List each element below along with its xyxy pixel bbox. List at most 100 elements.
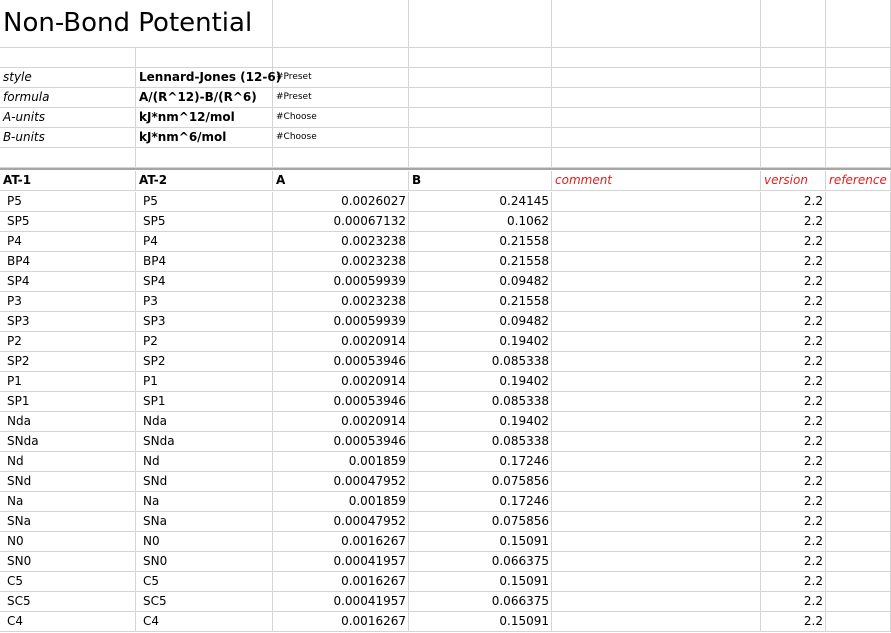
table-cell[interactable]: 0.21558	[409, 252, 552, 272]
cell[interactable]	[0, 48, 136, 68]
cell[interactable]	[552, 88, 761, 108]
table-cell[interactable]: 2.2	[761, 412, 826, 432]
table-cell[interactable]: 0.0020914	[273, 412, 409, 432]
table-cell[interactable]	[552, 312, 761, 332]
table-cell[interactable]: P3	[136, 292, 273, 312]
table-cell[interactable]	[826, 512, 891, 532]
meta-label[interactable]: formula	[0, 88, 136, 108]
table-cell[interactable]: SNd	[136, 472, 273, 492]
table-cell[interactable]: 2.2	[761, 292, 826, 312]
cell[interactable]	[273, 0, 409, 48]
table-cell[interactable]: 0.15091	[409, 612, 552, 632]
cell[interactable]	[409, 48, 552, 68]
table-cell[interactable]	[826, 612, 891, 632]
table-cell[interactable]: 0.00059939	[273, 312, 409, 332]
cell[interactable]	[826, 148, 891, 168]
table-cell[interactable]: BP4	[0, 252, 136, 272]
table-cell[interactable]	[552, 372, 761, 392]
table-cell[interactable]: SP5	[0, 212, 136, 232]
cell[interactable]	[826, 48, 891, 68]
table-cell[interactable]: SP3	[0, 312, 136, 332]
table-cell[interactable]: P5	[0, 192, 136, 212]
table-cell[interactable]	[826, 212, 891, 232]
table-cell[interactable]: 2.2	[761, 592, 826, 612]
table-cell[interactable]	[552, 572, 761, 592]
cell[interactable]	[761, 88, 826, 108]
meta-note[interactable]: #Choose	[273, 128, 409, 148]
table-cell[interactable]: 0.00067132	[273, 212, 409, 232]
table-cell[interactable]: SC5	[0, 592, 136, 612]
table-cell[interactable]	[826, 192, 891, 212]
table-cell[interactable]: 0.15091	[409, 532, 552, 552]
table-cell[interactable]: SNa	[136, 512, 273, 532]
table-cell[interactable]: 0.00047952	[273, 472, 409, 492]
cell[interactable]	[826, 0, 891, 48]
table-cell[interactable]: 0.19402	[409, 372, 552, 392]
table-cell[interactable]: 2.2	[761, 472, 826, 492]
table-cell[interactable]: 2.2	[761, 312, 826, 332]
table-cell[interactable]: SP5	[136, 212, 273, 232]
table-cell[interactable]: 2.2	[761, 392, 826, 412]
table-cell[interactable]: 0.09482	[409, 272, 552, 292]
meta-value[interactable]: A/(R^12)-B/(R^6)	[136, 88, 273, 108]
table-cell[interactable]	[552, 192, 761, 212]
column-header[interactable]: AT-1	[0, 171, 136, 191]
table-cell[interactable]: Nda	[0, 412, 136, 432]
table-cell[interactable]: 2.2	[761, 232, 826, 252]
table-cell[interactable]: 0.0016267	[273, 572, 409, 592]
cell[interactable]	[273, 48, 409, 68]
cell[interactable]	[761, 0, 826, 48]
table-cell[interactable]: 0.001859	[273, 452, 409, 472]
table-cell[interactable]: 0.00059939	[273, 272, 409, 292]
cell[interactable]	[409, 88, 552, 108]
table-cell[interactable]: SP3	[136, 312, 273, 332]
table-cell[interactable]	[552, 492, 761, 512]
table-cell[interactable]: SN0	[0, 552, 136, 572]
table-cell[interactable]: 2.2	[761, 192, 826, 212]
meta-label[interactable]: B-units	[0, 128, 136, 148]
table-cell[interactable]: P1	[136, 372, 273, 392]
table-cell[interactable]	[552, 532, 761, 552]
table-cell[interactable]: SNda	[0, 432, 136, 452]
table-cell[interactable]: 0.1062	[409, 212, 552, 232]
meta-value[interactable]: kJ*nm^6/mol	[136, 128, 273, 148]
table-cell[interactable]: 2.2	[761, 212, 826, 232]
table-cell[interactable]: 2.2	[761, 512, 826, 532]
table-cell[interactable]: Na	[136, 492, 273, 512]
table-cell[interactable]	[826, 472, 891, 492]
table-cell[interactable]: SNd	[0, 472, 136, 492]
meta-value[interactable]: kJ*nm^12/mol	[136, 108, 273, 128]
table-cell[interactable]: SN0	[136, 552, 273, 572]
meta-label[interactable]: A-units	[0, 108, 136, 128]
table-cell[interactable]: 0.19402	[409, 412, 552, 432]
table-cell[interactable]: 2.2	[761, 432, 826, 452]
table-cell[interactable]: 0.085338	[409, 352, 552, 372]
table-cell[interactable]: 0.0020914	[273, 332, 409, 352]
cell[interactable]	[761, 128, 826, 148]
table-cell[interactable]: 0.0023238	[273, 252, 409, 272]
table-cell[interactable]	[552, 332, 761, 352]
cell[interactable]	[273, 148, 409, 168]
cell[interactable]	[552, 148, 761, 168]
table-cell[interactable]	[552, 452, 761, 472]
table-cell[interactable]: 0.00041957	[273, 552, 409, 572]
cell[interactable]	[552, 128, 761, 148]
table-cell[interactable]	[552, 472, 761, 492]
table-cell[interactable]: P2	[0, 332, 136, 352]
cell[interactable]	[409, 0, 552, 48]
table-cell[interactable]	[826, 232, 891, 252]
cell[interactable]	[826, 128, 891, 148]
table-cell[interactable]: 0.00053946	[273, 392, 409, 412]
table-cell[interactable]	[552, 252, 761, 272]
table-cell[interactable]	[826, 532, 891, 552]
table-cell[interactable]: 0.15091	[409, 572, 552, 592]
table-cell[interactable]: Nd	[136, 452, 273, 472]
table-cell[interactable]	[826, 412, 891, 432]
cell[interactable]	[761, 148, 826, 168]
table-cell[interactable]	[552, 592, 761, 612]
table-cell[interactable]	[826, 552, 891, 572]
meta-note[interactable]: #Preset	[273, 68, 409, 88]
table-cell[interactable]: 0.0023238	[273, 232, 409, 252]
cell[interactable]	[0, 148, 136, 168]
table-cell[interactable]	[826, 332, 891, 352]
